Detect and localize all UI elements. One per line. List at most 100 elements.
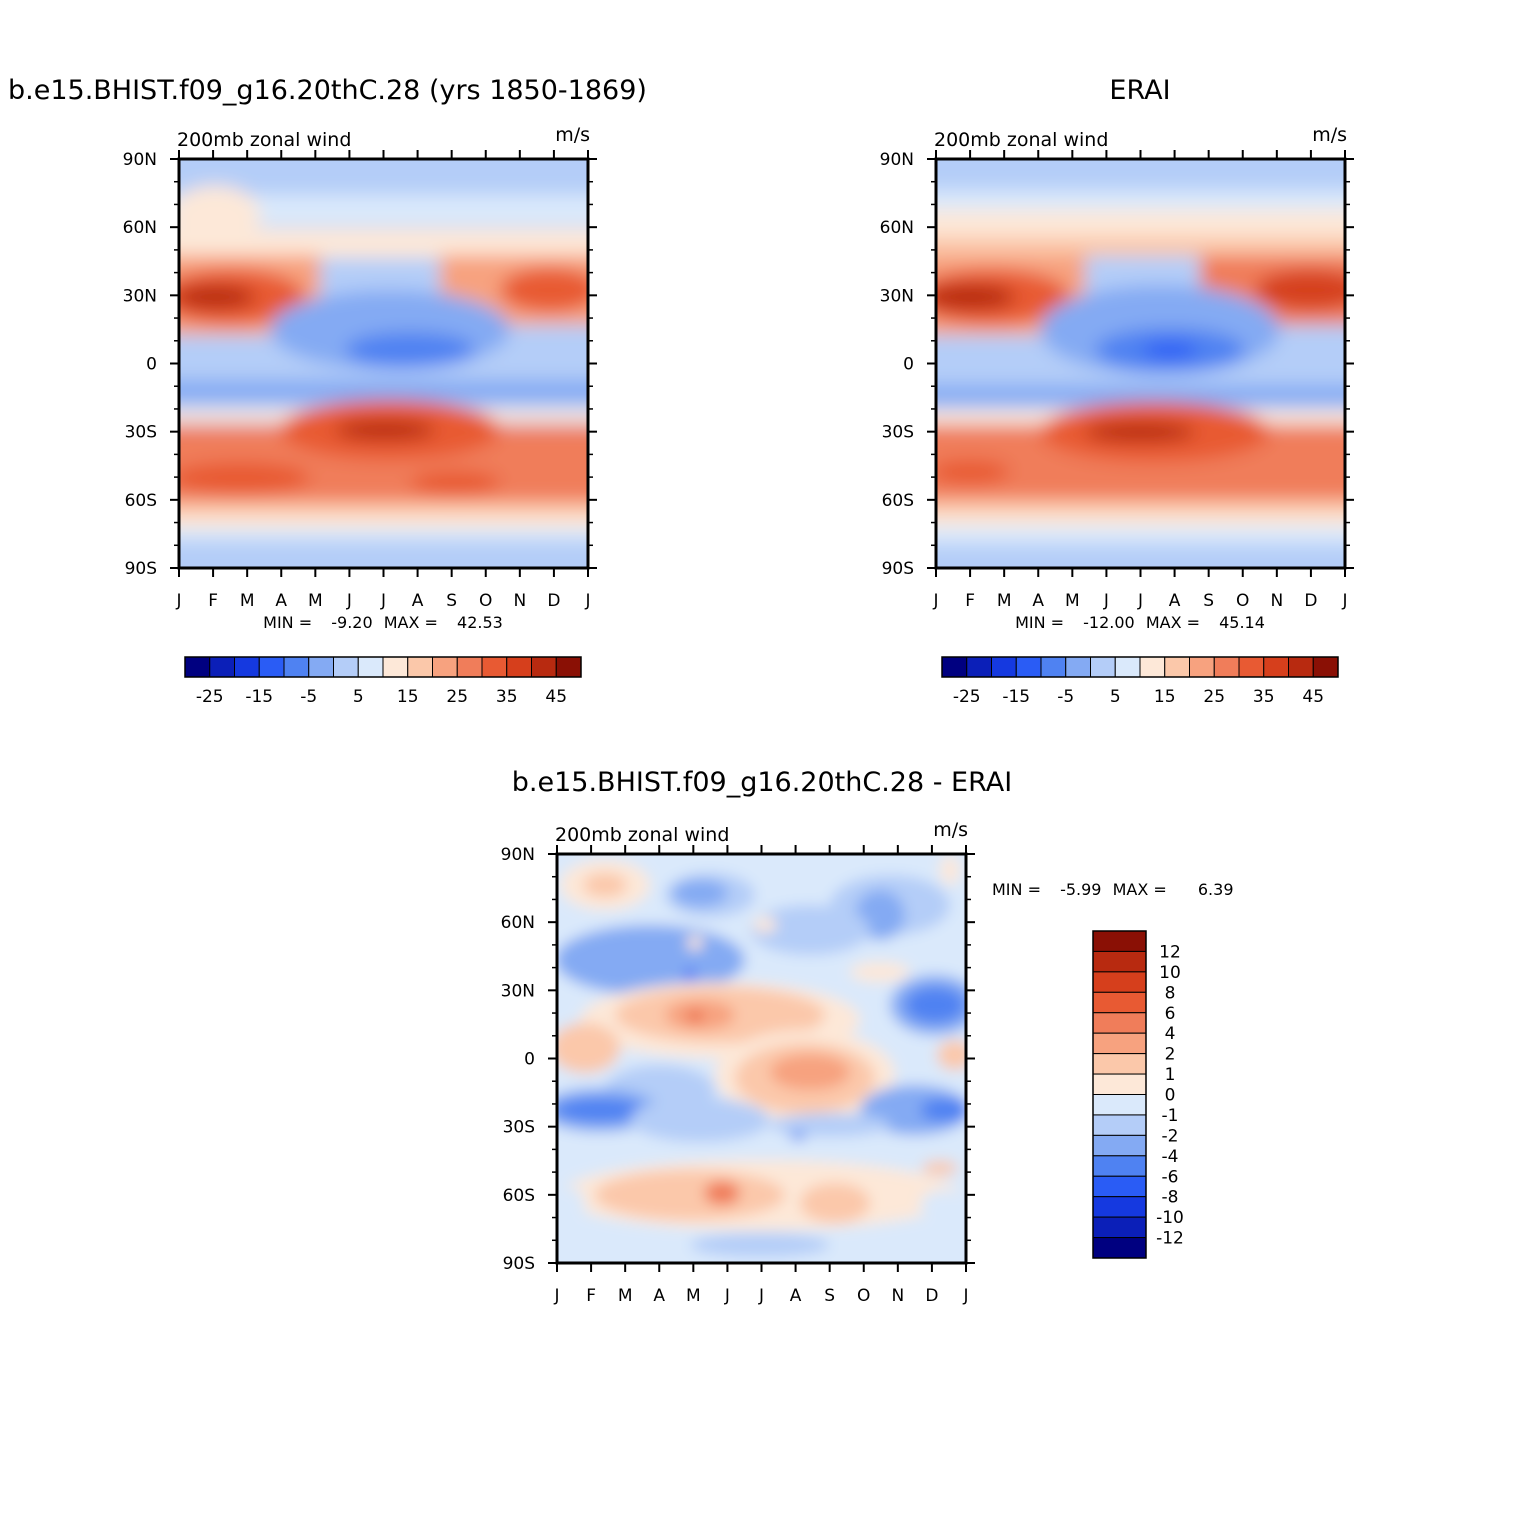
panel-obs-field (936, 159, 1345, 568)
y-tick-label: 0 (903, 355, 914, 375)
x-tick-label: A (653, 1286, 665, 1306)
x-tick-label: A (1169, 591, 1181, 611)
colorbar-box (1114, 656, 1141, 678)
colorbar-box (1092, 1114, 1147, 1136)
band-70s (936, 526, 1345, 544)
colorbar-box (555, 656, 582, 678)
colorbar-box (1238, 656, 1265, 678)
colorbar-box (1065, 656, 1091, 678)
colorbar-box (357, 656, 384, 678)
colorbar-label: 5 (1110, 687, 1121, 707)
diff-warm-9-core (770, 1054, 850, 1090)
colorbar-label: 12 (1159, 942, 1181, 962)
diff-warm-16-left (595, 1170, 785, 1220)
band-65n (936, 190, 1345, 210)
colorbar-label: -25 (196, 687, 224, 707)
panel-obs-colorbar: -25 -15 -5 5 15 25 35 45 (941, 656, 1339, 707)
x-tick-label: A (790, 1286, 802, 1306)
colorbar-label: 6 (1165, 1004, 1176, 1024)
diff-cool-20 (690, 1233, 830, 1257)
colorbar-label: -15 (245, 687, 273, 707)
colorbar-label: 2 (1165, 1045, 1176, 1065)
sh-jet-max (1085, 422, 1195, 442)
diff-cool-19 (557, 1187, 585, 1223)
diff-warm-16-right (800, 1183, 870, 1223)
panel-obs-title: ERAI (1109, 75, 1170, 106)
x-tick-label: J (346, 591, 352, 611)
colorbar-label: -10 (1156, 1208, 1184, 1228)
panel-diff-minmax: MIN = -5.99 MAX = 6.39 (992, 880, 1234, 899)
sh-polar-jet-left (179, 462, 310, 494)
y-tick-label: 30S (125, 423, 157, 443)
sh-polar-jet-mid (410, 471, 500, 495)
colorbar-box (283, 656, 310, 678)
panel-diff-subtitle: 200mb zonal wind (555, 824, 729, 846)
colorbar-box (432, 656, 458, 678)
x-tick-label: J (724, 1286, 730, 1306)
colorbar-box (531, 656, 557, 678)
diff-warm-10 (937, 1040, 966, 1070)
x-tick-label: D (547, 591, 560, 611)
diff-warm-17 (922, 1161, 958, 1175)
x-tick-label: J (758, 1286, 764, 1306)
x-tick-label: F (208, 591, 218, 611)
colorbar-box (184, 656, 211, 678)
y-tick-label: 30S (882, 423, 914, 443)
y-tick-label: 90N (880, 150, 914, 170)
colorbar-box (1092, 930, 1147, 952)
colorbar-box (1139, 656, 1166, 678)
y-tick-label: 90N (501, 845, 535, 865)
colorbar-box (234, 656, 260, 678)
colorbar-label: 35 (496, 687, 518, 707)
x-tick-label: J (1137, 591, 1143, 611)
colorbar-label: -12 (1156, 1229, 1184, 1249)
panel-model-minmax: MIN = -9.20 MAX = 42.53 (263, 613, 503, 632)
band-50n (179, 228, 588, 258)
colorbar-box (1189, 656, 1215, 678)
diff-warm-8 (557, 1023, 620, 1073)
tropical-easterly-core (345, 332, 475, 368)
tropical-easterly-max (1142, 342, 1198, 358)
y-tick-label: 90N (123, 150, 157, 170)
colorbar-box (1213, 656, 1240, 678)
diff-warm-5 (850, 962, 910, 982)
panel-obs-subtitle: 200mb zonal wind (934, 129, 1108, 151)
x-tick-label: J (553, 1286, 559, 1306)
nh-jet-core-dec (500, 268, 588, 312)
x-tick-label: J (962, 1286, 968, 1306)
colorbar-label: -5 (1057, 687, 1074, 707)
sh-jet-max (335, 420, 435, 440)
nh-jet-max-winter (936, 284, 1015, 310)
colorbar-box (1092, 991, 1147, 1014)
colorbar-box (258, 656, 285, 678)
y-tick-label: 60N (123, 218, 157, 238)
x-tick-label: J (380, 591, 386, 611)
y-tick-label: 30N (880, 286, 914, 306)
colorbar-label: 10 (1159, 963, 1181, 983)
band-60s-warm (936, 500, 1345, 514)
colorbar-box (1288, 656, 1314, 678)
y-tick-label: 30N (501, 981, 535, 1001)
x-tick-label: F (965, 591, 975, 611)
colorbar-box (1092, 1237, 1147, 1259)
colorbar-box (1312, 656, 1339, 678)
y-tick-label: 90S (125, 559, 157, 579)
colorbar-box (1092, 1134, 1147, 1157)
band-45n (936, 236, 1345, 256)
colorbar-label: 15 (1154, 687, 1176, 707)
x-tick-label: M (686, 1286, 701, 1306)
colorbar-box (382, 656, 409, 678)
colorbar-box (481, 656, 508, 678)
diff-warm-corner (940, 855, 960, 885)
diff-cool-4 (750, 905, 870, 955)
diff-warm-dot-2 (687, 936, 703, 950)
colorbar-box (1092, 1094, 1147, 1116)
diff-cool-15-dot (790, 1132, 806, 1140)
x-tick-label: M (997, 591, 1012, 611)
x-tick-label: S (1203, 591, 1214, 611)
colorbar-box (506, 656, 532, 678)
